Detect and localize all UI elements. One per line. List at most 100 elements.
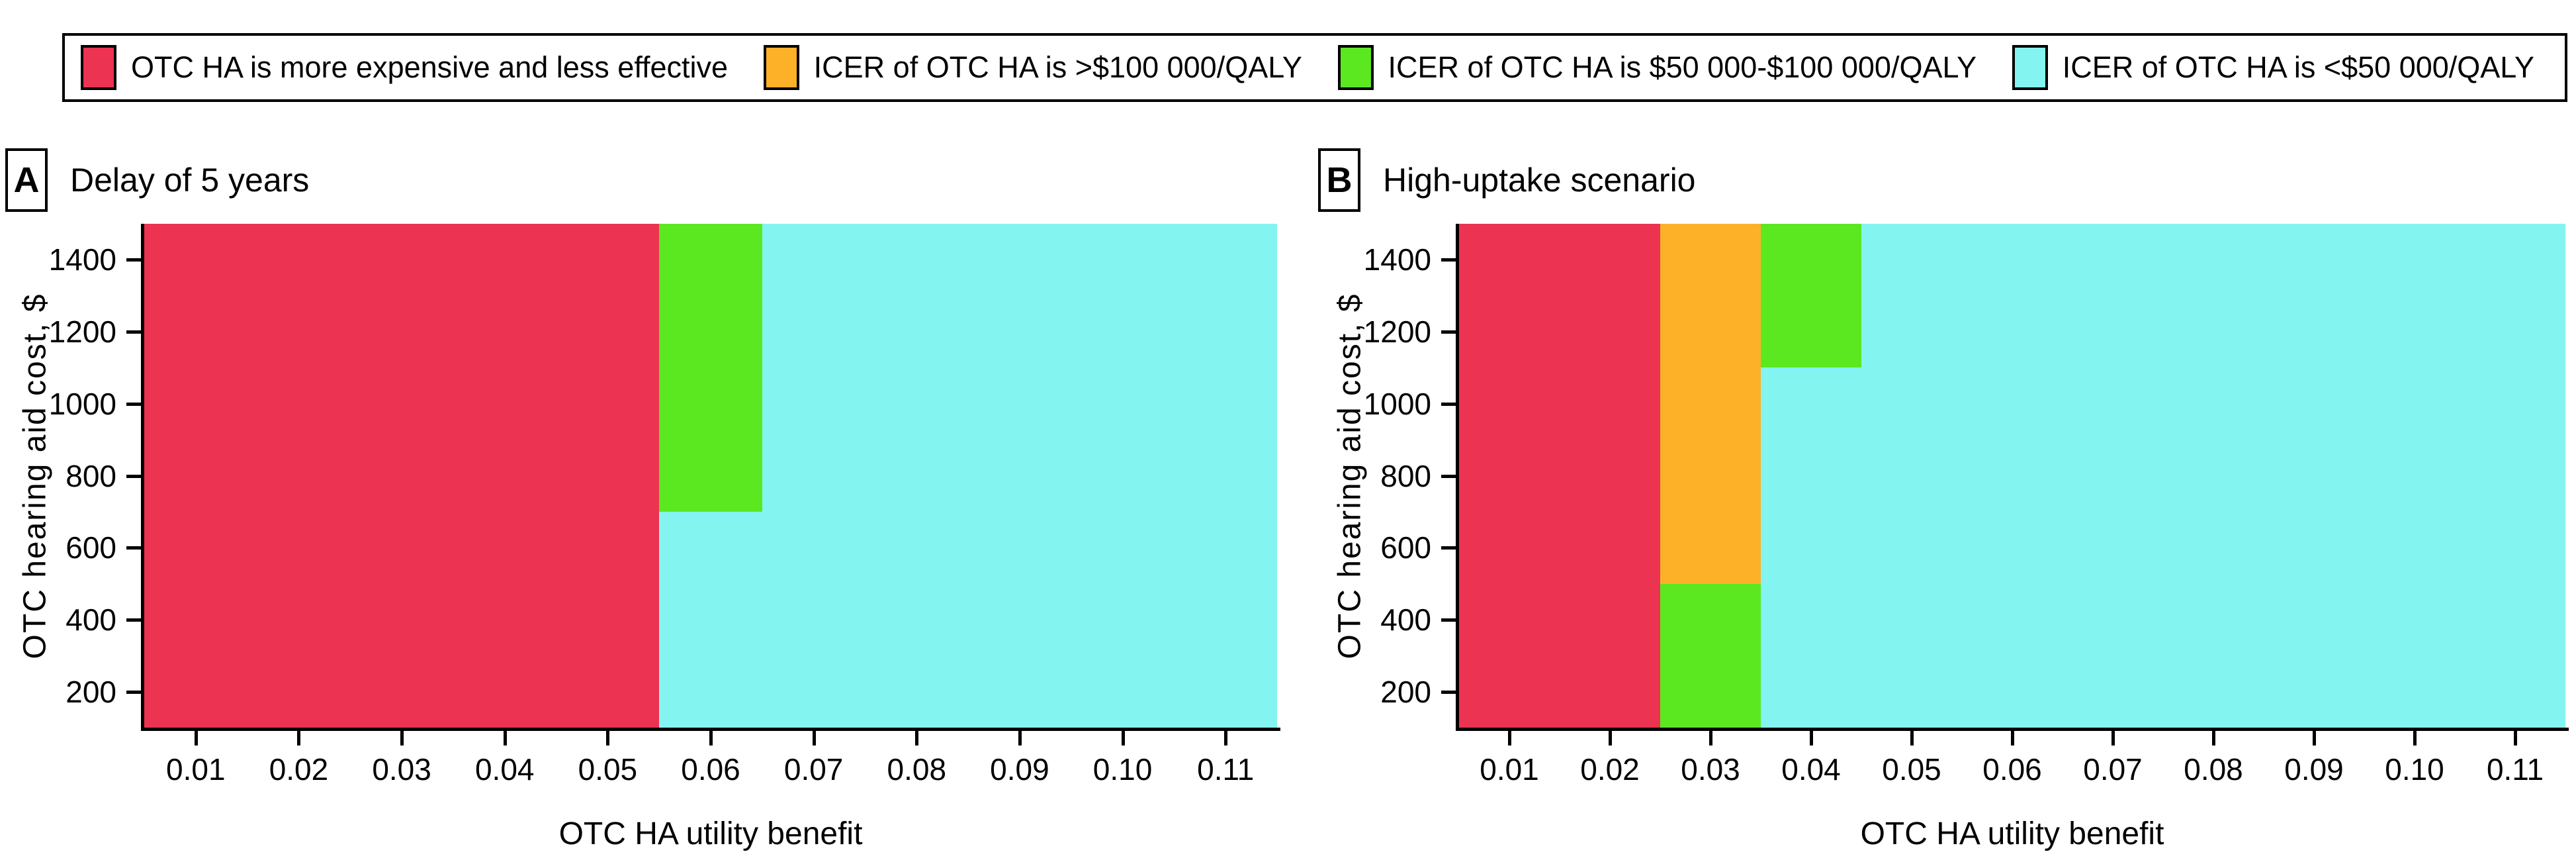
panel-a-y-tick [126,690,141,694]
panel-b-y-tick [1441,402,1456,406]
panel-b-x-tick-label: 0.07 [2083,752,2143,787]
panel-a-x-tick-label: 0.03 [372,752,431,787]
panel-a-x-tick [194,731,198,746]
panel-a-x-tick-label: 0.09 [990,752,1049,787]
legend-label-red: OTC HA is more expensive and less effect… [131,50,729,84]
panel-b-x-tick [2212,731,2215,746]
panel-b-y-tick-label: 400 [1380,602,1431,637]
panel-a-y-axis-line [141,224,144,731]
panel-b-x-axis-line [1456,728,2569,731]
panel-b-y-axis-line [1456,224,1459,731]
panel-a-x-tick [400,731,404,746]
panel-b-x-axis-label: OTC HA utility benefit [1860,816,2164,851]
region-red [144,224,660,728]
panel-a-x-tick-label: 0.11 [1197,752,1255,787]
panel-a-x-tick [503,731,507,746]
panel-b-x-tick-label: 0.10 [2385,752,2444,787]
region-green [659,224,762,512]
panel-b-x-tick-label: 0.03 [1681,752,1740,787]
region-orange [1660,224,1761,584]
panel-a-x-tick [812,731,816,746]
panel-b-x-tick [2514,731,2517,746]
panel-a-x-tick [1018,731,1022,746]
legend-label-orange: ICER of OTC HA is >$100 000/QALY [813,50,1302,84]
region-red [1459,224,1660,728]
panel-a-y-tick-label: 600 [66,530,116,565]
panel-b-x-tick [2413,731,2417,746]
panel-a-title: Delay of 5 years [70,162,310,199]
legend-item-green: ICER of OTC HA is $50 000-$100 000/QALY [1337,45,1977,90]
legend-label-cyan: ICER of OTC HA is <$50 000/QALY [2062,50,2534,84]
panel-a-x-tick [1224,731,1228,746]
panel-a-y-tick [126,618,141,622]
panel-b-tag: B [1318,148,1360,212]
panel-a-y-tick [126,546,141,550]
panel-a-y-tick [126,330,141,334]
panel-a-x-tick-label: 0.01 [166,752,226,787]
panel-b-x-tick-label: 0.11 [2486,752,2544,787]
panel-b-x-tick [1709,731,1712,746]
panel-a-x-tick-label: 0.02 [269,752,329,787]
panel-a-y-tick-label: 1000 [48,386,116,421]
panel-b-y-tick [1441,258,1456,262]
panel-a-y-tick-label: 800 [66,458,116,493]
panel-b-x-tick [2011,731,2014,746]
panel-b-x-tick [1810,731,1813,746]
panel-b-x-tick-label: 0.06 [1982,752,2042,787]
panel-b-x-tick-label: 0.02 [1580,752,1640,787]
region-green [1761,224,1861,368]
panel-a-x-tick-label: 0.05 [578,752,638,787]
legend-item-red: OTC HA is more expensive and less effect… [81,45,728,90]
panel-b-y-tick [1441,546,1456,550]
panel-b-x-tick [1609,731,1612,746]
panel-a-y-tick [126,402,141,406]
panel-a-y-tick-label: 1200 [48,314,116,350]
panel-b-x-tick-label: 0.08 [2184,752,2243,787]
panel-b-x-tick [2111,731,2115,746]
panel-b-x-tick-label: 0.01 [1480,752,1539,787]
panel-a-plot-area [144,224,1277,728]
panel-a-x-tick [297,731,301,746]
panel-b-x-tick-label: 0.04 [1781,752,1841,787]
legend-swatch-orange [763,45,799,90]
panel-b-y-tick-label: 1000 [1363,386,1431,421]
panel-a-y-tick [126,258,141,262]
panel-b-x-tick-label: 0.05 [1882,752,1941,787]
panel-a-x-tick [709,731,713,746]
panel-b-x-tick-label: 0.09 [2284,752,2344,787]
legend-swatch-red [81,45,116,90]
legend-item-cyan: ICER of OTC HA is <$50 000/QALY [2012,45,2534,90]
panel-b-y-tick-label: 200 [1380,674,1431,709]
panel-a-x-tick [606,731,610,746]
panel-b-y-tick [1441,474,1456,478]
legend-label-green: ICER of OTC HA is $50 000-$100 000/QALY [1388,50,1977,84]
panel-b-y-tick [1441,690,1456,694]
panel-b-y-tick-label: 1200 [1363,314,1431,350]
panel-a-x-tick [915,731,919,746]
panel-a-x-tick-label: 0.04 [474,752,535,787]
panel-a-x-tick-label: 0.07 [783,752,844,787]
legend-swatch-cyan [2012,45,2048,90]
panel-b-y-tick-label: 1400 [1363,242,1431,277]
panel-b-y-tick [1441,330,1456,334]
panel-b-x-tick [1910,731,1914,746]
panel-b-plot-area [1459,224,2565,728]
panel-b-x-tick [1508,731,1511,746]
legend-item-orange: ICER of OTC HA is >$100 000/QALY [763,45,1302,90]
panel-a-y-tick-label: 1400 [48,242,116,277]
panel-a-x-tick-label: 0.10 [1092,752,1153,787]
panel-a-x-tick [1121,731,1125,746]
legend-swatch-green [1337,45,1374,90]
panel-a-x-axis-label: OTC HA utility benefit [558,816,863,851]
panel-a-x-tick-label: 0.08 [887,752,947,787]
panel-b-title: High-uptake scenario [1383,162,1696,199]
panel-b-y-tick-label: 800 [1380,458,1431,493]
panel-b-y-tick-label: 600 [1380,530,1431,565]
panel-a-y-tick-label: 400 [66,602,116,637]
panel-a-x-axis-line [141,728,1280,731]
panel-a-y-tick-label: 200 [66,674,116,709]
panel-b-y-tick [1441,618,1456,622]
panel-a-y-tick [126,474,141,478]
panel-b-x-tick [2313,731,2316,746]
